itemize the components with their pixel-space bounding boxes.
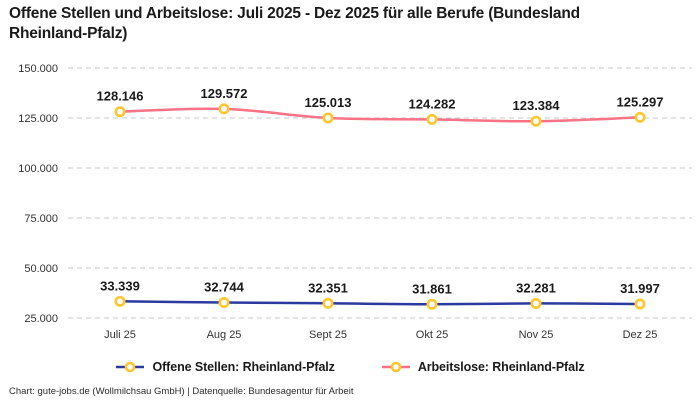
data-point-label: 33.339 (100, 278, 140, 293)
y-tick-label: 75.000 (24, 213, 58, 225)
data-point-marker (426, 113, 438, 125)
x-tick-label: Okt 25 (416, 329, 448, 341)
series-line-offene-stellen-rheinland-pfalz (118, 300, 642, 306)
chart-plot-area: 150.000 125.000 100.000 75.000 50.000 25.000 J… (0, 55, 700, 347)
data-point-marker (114, 295, 126, 307)
data-point-marker (634, 111, 646, 123)
chart-footer: Chart: gute-jobs.de (Wollmilchsau GmbH) … (9, 386, 354, 397)
y-tick-label: 100.000 (18, 163, 58, 175)
y-tick-label: 25.000 (24, 313, 58, 325)
x-tick-label: Aug 25 (207, 329, 242, 341)
data-point-marker (218, 297, 230, 309)
chart-legend: Offene Stellen: Rheinland-Pfalz Arbeitslo… (0, 360, 700, 374)
data-point-marker (322, 297, 334, 309)
legend-marker-icon (116, 361, 145, 373)
legend-marker-icon (381, 361, 410, 373)
legend-label: Arbeitslose: Rheinland-Pfalz (417, 360, 585, 374)
y-tick-label: 50.000 (24, 263, 58, 275)
data-point-label: 32.744 (204, 280, 245, 295)
legend-item-arbeitslose-rheinland-pfalz[interactable]: Arbeitslose: Rheinland-Pfalz (381, 360, 585, 374)
data-point-marker (218, 103, 230, 115)
data-point-label: 124.282 (409, 96, 456, 111)
data-point-label: 123.384 (513, 98, 561, 113)
x-tick-label: Juli 25 (104, 329, 136, 341)
data-point-marker (114, 106, 126, 118)
series-line-arbeitslose-rheinland-pfalz (118, 107, 642, 123)
legend-circle (125, 361, 136, 373)
data-point-marker (634, 298, 646, 310)
y-tick-label: 150.000 (18, 63, 58, 75)
data-point-label: 31.861 (412, 281, 452, 296)
data-point-marker (530, 297, 542, 309)
data-point-marker (530, 115, 542, 127)
legend-item-offene-stellen-rheinland-pfalz[interactable]: Offene Stellen: Rheinland-Pfalz (115, 360, 335, 374)
legend-label: Offene Stellen: Rheinland-Pfalz (152, 360, 335, 374)
data-point-marker (322, 112, 334, 124)
x-tick-label: Nov 25 (519, 329, 554, 341)
x-tick-label: Dez 25 (623, 329, 658, 341)
data-point-label: 31.997 (620, 281, 660, 296)
data-point-label: 125.297 (617, 94, 664, 109)
line-chart: 150.000 125.000 100.000 75.000 50.000 25.000 J… (18, 63, 692, 341)
data-point-label: 32.351 (308, 280, 348, 295)
chart-title: Offene Stellen und Arbeitslose: Juli 202… (9, 5, 580, 42)
data-point-label: 129.572 (201, 86, 248, 101)
data-point-label: 125.013 (305, 95, 352, 110)
x-tick-label: Sept 25 (309, 329, 347, 341)
data-point-label: 128.146 (97, 89, 144, 104)
y-tick-label: 125.000 (18, 113, 58, 125)
legend-circle (390, 361, 402, 373)
data-point-marker (426, 298, 438, 310)
data-point-label: 32.281 (516, 280, 556, 295)
